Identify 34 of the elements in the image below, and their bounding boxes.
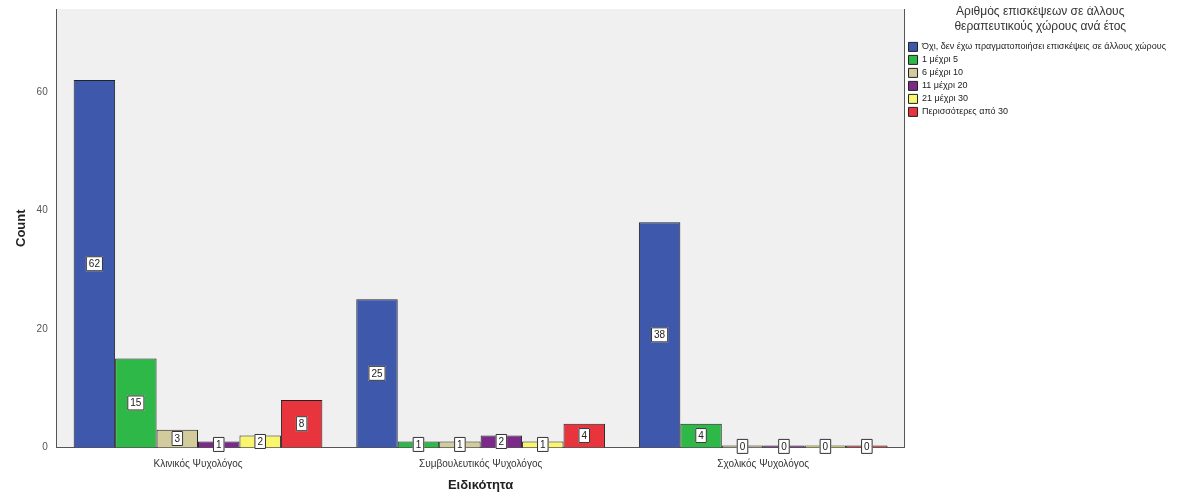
y-tick-label: 0 (42, 441, 49, 453)
data-label: 1 (540, 438, 547, 450)
data-label: 1 (457, 438, 464, 450)
data-label: 0 (822, 440, 829, 452)
x-tick-label: Σχολικός Ψυχολόγος (717, 458, 810, 470)
data-label: 8 (298, 417, 305, 429)
data-label: 0 (739, 440, 746, 452)
data-label: 38 (654, 329, 666, 341)
legend-label: Περισσότερες από 30 (922, 106, 1009, 117)
data-label: 1 (415, 438, 422, 450)
data-label: 0 (781, 440, 788, 452)
data-label: 2 (498, 435, 505, 447)
data-label: 0 (864, 440, 871, 452)
data-label: 15 (130, 397, 142, 409)
y-tick-label: 60 (36, 85, 49, 97)
x-tick-label: Κλινικός Ψυχολόγος (153, 458, 243, 470)
data-label: 2 (257, 435, 264, 447)
data-label: 4 (698, 429, 705, 441)
legend-label: Όχι, δεν έχω πραγματοποιήσει επισκέψεις σε άλλους χώρους (921, 41, 1167, 52)
legend-label: 21 μέχρι 30 (922, 93, 969, 104)
x-tick-label: Συμβουλευτικός Ψυχολόγος (418, 458, 543, 470)
legend-title: Αριθμός επισκέψεων σε άλλους θεραπευτικούς χώρους ανά έτος (954, 4, 1127, 33)
data-label: 4 (581, 429, 588, 441)
x-axis-title: Ειδικότητα (447, 476, 514, 492)
legend-label: 11 μέχρι 20 (922, 80, 968, 91)
data-label: 1 (215, 438, 222, 450)
y-tick-label: 40 (36, 204, 49, 216)
y-axis-title: Count (13, 208, 29, 247)
legend-label: 1 μέχρι 5 (922, 54, 959, 65)
data-label: 3 (174, 432, 181, 444)
data-label: 25 (371, 367, 383, 379)
legend-label: 6 μέχρι 10 (922, 67, 964, 78)
data-label: 62 (88, 258, 101, 269)
y-tick-label: 20 (36, 322, 49, 334)
